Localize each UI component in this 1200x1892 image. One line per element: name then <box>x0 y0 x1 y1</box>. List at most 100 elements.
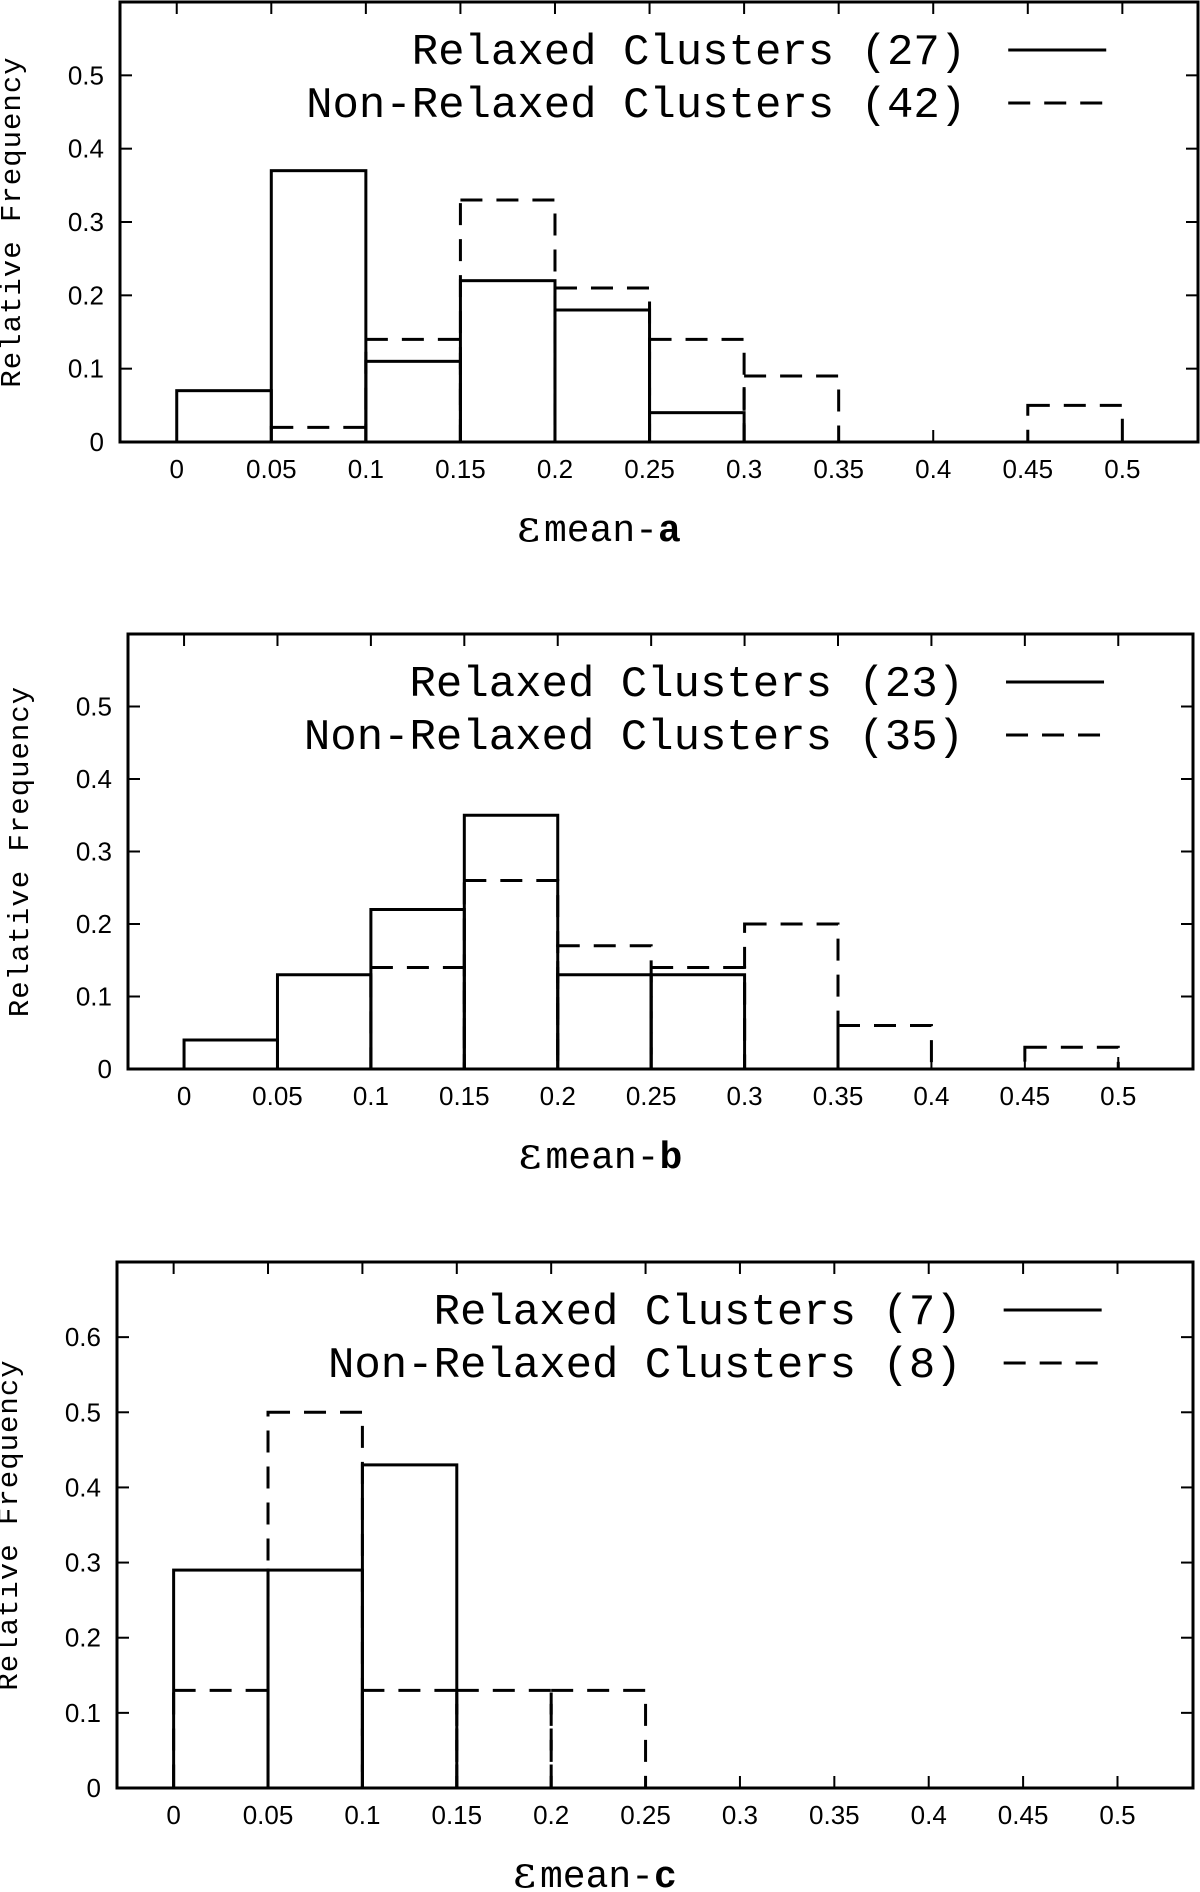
x-tick-label: 0.1 <box>353 1081 389 1111</box>
y-axis-label: Relative Frequency <box>4 686 37 1017</box>
y-tick-label: 0.3 <box>76 837 112 867</box>
x-tick-label: 0.05 <box>252 1081 303 1111</box>
x-tick-label: 0.2 <box>540 1081 576 1111</box>
y-tick-label: 0.2 <box>76 909 112 939</box>
x-tick-label: 0 <box>166 1800 180 1830</box>
y-tick-label: 0.2 <box>65 1623 101 1653</box>
non-relaxed-bar <box>743 922 840 1071</box>
legend-label: Non-Relaxed Clusters (8) <box>328 1341 962 1391</box>
x-tick-label: 0.25 <box>620 1800 671 1830</box>
y-tick-label: 0.2 <box>68 280 104 310</box>
non-relaxed-bar <box>458 198 557 444</box>
y-tick-label: 0.4 <box>68 134 104 164</box>
non-relaxed-bar <box>1023 1045 1120 1071</box>
relaxed-bar <box>266 1568 364 1790</box>
non-relaxed-bar <box>836 1024 933 1071</box>
y-tick-label: 0.5 <box>68 60 104 90</box>
x-tick-label: 0 <box>177 1081 191 1111</box>
relaxed-bar <box>275 973 373 1071</box>
legend-label: Relaxed Clusters (7) <box>434 1288 962 1338</box>
x-tick-label: 0.05 <box>246 454 297 484</box>
x-tick-label: 0.05 <box>243 1800 294 1830</box>
x-tick-label: 0.2 <box>533 1800 569 1830</box>
x-axis-label: ε mean-a <box>517 501 681 553</box>
x-tick-label: 0.1 <box>348 454 384 484</box>
x-tick-label: 0.15 <box>431 1800 482 1830</box>
non-relaxed-bar <box>360 1688 459 1790</box>
x-axis-label: ε mean-b <box>519 1128 683 1180</box>
y-tick-label: 0.4 <box>65 1472 101 1502</box>
x-tick-label: 0.3 <box>726 454 762 484</box>
y-tick-label: 0.3 <box>68 207 104 237</box>
series-non-relaxed <box>269 198 1124 444</box>
y-tick-label: 0.5 <box>65 1397 101 1427</box>
non-relaxed-bar <box>266 1410 364 1790</box>
y-tick-label: 0.1 <box>65 1698 101 1728</box>
y-tick-label: 0 <box>98 1054 112 1084</box>
legend-label: Non-Relaxed Clusters (42) <box>306 81 966 131</box>
x-tick-label: 0.4 <box>915 454 951 484</box>
y-tick-label: 0.4 <box>76 764 112 794</box>
relaxed-bar <box>369 908 466 1071</box>
x-tick-label: 0 <box>170 454 184 484</box>
x-tick-label: 0.2 <box>537 454 573 484</box>
x-tick-label: 0.35 <box>813 454 864 484</box>
legend-label: Non-Relaxed Clusters (35) <box>304 713 964 763</box>
non-relaxed-bar <box>455 1688 553 1790</box>
y-tick-label: 0.1 <box>76 982 112 1012</box>
y-axis-label: Relative Frequency <box>0 56 29 387</box>
x-tick-label: 0.1 <box>344 1800 380 1830</box>
relaxed-bar <box>360 1463 459 1790</box>
x-tick-label: 0.4 <box>913 1081 949 1111</box>
relaxed-bar <box>364 359 462 444</box>
relaxed-bar <box>269 169 368 444</box>
relaxed-bar <box>648 411 746 444</box>
x-tick-label: 0.5 <box>1100 1081 1136 1111</box>
non-relaxed-bar <box>648 337 746 444</box>
x-tick-label: 0.45 <box>1000 1081 1051 1111</box>
x-tick-label: 0.35 <box>813 1081 864 1111</box>
non-relaxed-bar <box>369 966 466 1071</box>
histogram-panel-a: 0 0.1 0.2 0.3 0.4 0.5 0 0.05 0.1 0.15 0.2 0.25 0.3 0.… <box>0 0 1200 553</box>
x-tick-label: 0.15 <box>439 1081 490 1111</box>
y-tick-label: 0.6 <box>65 1322 101 1352</box>
x-tick-label: 0.15 <box>435 454 486 484</box>
non-relaxed-bar <box>742 374 841 444</box>
relaxed-bar <box>458 279 557 444</box>
y-tick-label: 0 <box>87 1773 101 1803</box>
x-tick-label: 0.3 <box>722 1800 758 1830</box>
x-tick-label: 0.25 <box>624 454 675 484</box>
y-tick-label: 0.5 <box>76 692 112 722</box>
x-tick-label: 0.35 <box>809 1800 860 1830</box>
non-relaxed-bar <box>269 425 368 444</box>
non-relaxed-bar <box>364 337 462 444</box>
histogram-panel-c: 0 0.1 0.2 0.3 0.4 0.5 0.6 0 0.05 0.1 0.15 0.2 0.25 0.… <box>0 1260 1195 1892</box>
relaxed-bar <box>556 973 653 1071</box>
series-non-relaxed <box>369 879 1120 1071</box>
relaxed-bar <box>649 973 747 1071</box>
x-tick-label: 0.5 <box>1099 1800 1135 1830</box>
non-relaxed-bar <box>556 944 653 1071</box>
legend-label: Relaxed Clusters (27) <box>412 28 967 78</box>
non-relaxed-bar <box>649 966 747 1071</box>
legend-label: Relaxed Clusters (23) <box>410 660 965 710</box>
y-tick-label: 0 <box>90 427 104 457</box>
x-tick-label: 0.45 <box>998 1800 1049 1830</box>
x-tick-label: 0.25 <box>626 1081 677 1111</box>
x-tick-label: 0.3 <box>727 1081 763 1111</box>
y-axis-label: Relative Frequency <box>0 1359 26 1690</box>
plot-frame <box>115 1260 1195 1790</box>
non-relaxed-bar <box>549 1688 648 1790</box>
y-tick-label: 0.1 <box>68 354 104 384</box>
non-relaxed-bar <box>1026 403 1124 444</box>
relaxed-bar <box>172 1568 270 1790</box>
relaxed-bar <box>462 813 560 1071</box>
relaxed-bar <box>175 389 273 444</box>
non-relaxed-bar <box>462 879 560 1071</box>
non-relaxed-bar <box>553 286 652 444</box>
series-relaxed <box>172 1463 459 1790</box>
relaxed-bar <box>553 308 652 444</box>
series-non-relaxed <box>172 1410 648 1790</box>
non-relaxed-bar <box>172 1688 270 1790</box>
